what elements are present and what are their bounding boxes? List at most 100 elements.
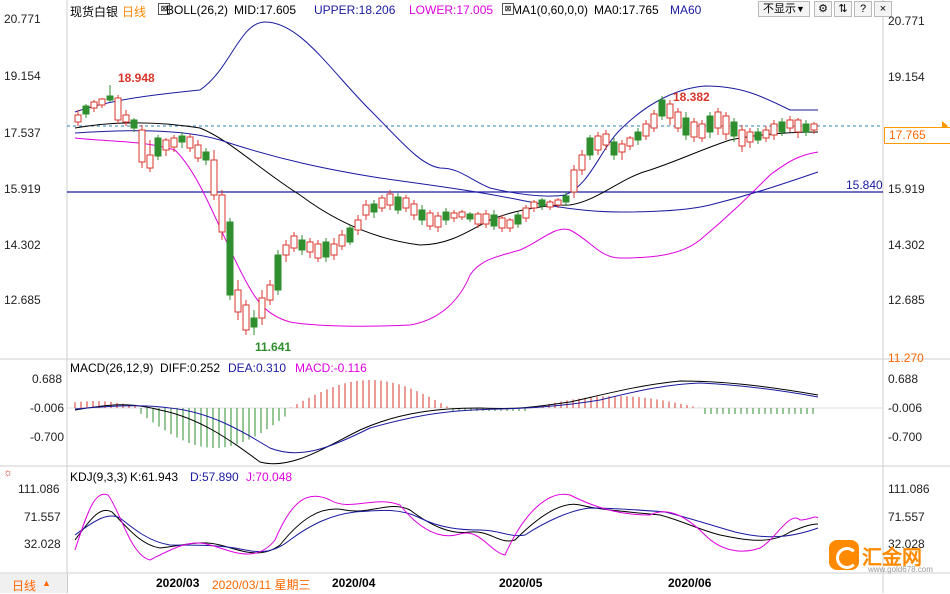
candle-body — [322, 241, 330, 258]
candle-body — [658, 99, 666, 117]
candle-body — [802, 123, 810, 133]
candle-body — [810, 123, 818, 131]
ma60-line — [74, 130, 819, 213]
candle-body — [154, 137, 162, 157]
close-icon[interactable]: × — [874, 1, 892, 17]
hide-indicator-dropdown[interactable]: 不显示▼ — [758, 1, 810, 17]
candle-body — [546, 201, 554, 208]
candlesticks — [74, 85, 818, 335]
kdj-axis-tick: 32.028 — [24, 537, 61, 551]
high-annotation: 18.382 — [673, 90, 710, 104]
boll-toggle-icon[interactable]: ⊠ — [158, 3, 170, 15]
candle-body — [682, 117, 690, 136]
candle-body — [194, 144, 202, 159]
candle-body — [378, 197, 386, 209]
macd-title: MACD(26,12,9) — [70, 361, 154, 375]
watermark-logo-icon — [829, 540, 859, 570]
kdj-title: KDJ(9,3,3) — [70, 470, 128, 484]
candle-body — [458, 211, 466, 218]
candle-body — [722, 115, 730, 135]
candle-body — [530, 201, 538, 209]
candle-body — [578, 154, 586, 171]
help-icon[interactable]: ? — [854, 1, 872, 17]
kdj-axis-tick: 111.086 — [888, 482, 930, 496]
candle-body — [690, 121, 698, 138]
price-axis-right-tick: 14.302 — [888, 238, 925, 252]
candle-body — [314, 243, 322, 259]
price-axis-right-tick: 15.919 — [888, 182, 925, 196]
settings-icon[interactable]: ⚙ — [814, 1, 832, 17]
candle-body — [210, 159, 218, 196]
candle-body — [786, 119, 794, 129]
candle-body — [466, 213, 474, 220]
bollinger-bands — [74, 21, 819, 327]
candle-body — [82, 105, 90, 115]
price-axis-right-tick: 19.154 — [888, 70, 925, 84]
macd-axis-tick: -0.006 — [30, 401, 65, 415]
candle-body — [362, 204, 370, 216]
candle-body — [474, 213, 482, 225]
candle-body — [394, 196, 402, 211]
ma0-value: MA0:17.765 — [594, 3, 659, 17]
candle-body — [618, 143, 626, 153]
candle-body — [610, 141, 618, 156]
price-axis-left-tick: 15.919 — [4, 182, 41, 196]
candle-body — [306, 241, 314, 253]
high-annotation: 18.948 — [118, 71, 155, 85]
candle-body — [146, 154, 154, 169]
candle-body — [730, 121, 738, 137]
price-axis-left-tick: 12.685 — [4, 293, 41, 307]
candle-body — [498, 217, 506, 229]
kdj-k: K:61.943 — [130, 470, 179, 484]
period-selector-label: 日线 — [12, 579, 37, 593]
kdj-axis-tick: 71.557 — [888, 510, 925, 524]
month-label: 2020/04 — [332, 576, 376, 590]
macd-axis-tick: 0.688 — [32, 372, 63, 386]
kdj-axis-tick: 111.086 — [18, 482, 60, 496]
candle-body — [586, 137, 594, 156]
candle-body — [714, 111, 722, 129]
kdj-axis-tick: 32.028 — [888, 537, 925, 551]
bollinger-upper-line — [74, 21, 818, 197]
kdj-d: D:57.890 — [190, 470, 239, 484]
price-axis-left-tick: 20.771 — [4, 12, 41, 26]
candle-body — [402, 197, 410, 209]
candle-body — [130, 119, 138, 129]
candle-body — [218, 194, 226, 233]
ma-toggle-icon[interactable]: ⊠ — [502, 3, 514, 15]
period-label[interactable]: 日线 — [122, 5, 147, 19]
candle-body — [450, 212, 458, 219]
candle-body — [386, 193, 394, 206]
candle-body — [538, 199, 546, 207]
macd-value: MACD:-0.116 — [295, 361, 367, 375]
candle-body — [338, 234, 346, 247]
macd-diff-line — [74, 380, 819, 465]
watermark-url: www.gold678.com — [868, 565, 933, 574]
candle-body — [90, 101, 98, 109]
chart-header: 现货白银 日线 BOLL(26,2) MID:17.605 UPPER:18.2… — [0, 0, 950, 19]
candle-body — [434, 215, 442, 228]
sun-icon[interactable]: ☼ — [3, 467, 14, 479]
price-axis-left-tick: 19.154 — [4, 69, 41, 83]
price-axis-left-tick: 14.302 — [4, 238, 41, 252]
low-annotation: 11.641 — [255, 340, 292, 354]
price-axis-left-tick: 17.537 — [4, 126, 41, 140]
watermark-brand: 汇金网 — [862, 547, 922, 569]
macd-dea: DEA:0.310 — [228, 361, 287, 375]
ma60-label: MA60 — [670, 3, 702, 17]
candle-body — [242, 304, 250, 331]
candle-body — [762, 129, 770, 139]
candle-body — [170, 137, 178, 148]
candle-body — [226, 221, 234, 296]
swap-icon[interactable]: ⇅ — [834, 1, 852, 17]
kdj-j: J:70.048 — [246, 470, 293, 484]
candle-body — [754, 131, 762, 141]
boll-lower-value: LOWER:17.005 — [409, 3, 494, 17]
candle-body — [106, 95, 114, 101]
period-selector[interactable]: 日线 ▲ — [0, 574, 68, 593]
candle-body — [506, 219, 514, 229]
candle-body — [626, 137, 634, 147]
candle-body — [562, 195, 570, 203]
candle-body — [74, 114, 82, 123]
